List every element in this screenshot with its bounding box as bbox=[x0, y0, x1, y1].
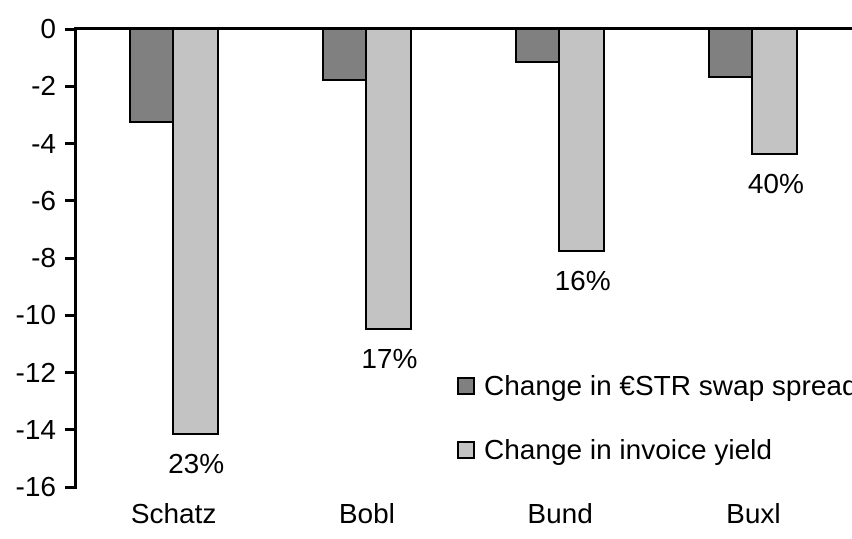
x-axis-label-buxl: Buxl bbox=[726, 498, 781, 529]
bar-bund-series1 bbox=[558, 27, 606, 253]
legend-item-invoice-yield: Change in invoice yield bbox=[457, 436, 852, 464]
x-axis-label-schatz: Schatz bbox=[130, 498, 217, 529]
y-tick-mark bbox=[65, 428, 77, 432]
bar-bobl-series0 bbox=[321, 27, 367, 81]
x-axis-zero-line bbox=[74, 27, 852, 30]
y-tick-label: -8 bbox=[31, 242, 56, 273]
y-tick-mark bbox=[65, 313, 77, 317]
y-tick-label: -16 bbox=[15, 471, 56, 502]
legend-label-invoice-yield: Change in invoice yield bbox=[484, 434, 772, 465]
data-label-buxl: 40% bbox=[747, 167, 804, 199]
y-tick-label: -2 bbox=[31, 70, 56, 102]
y-tick-mark bbox=[65, 84, 77, 88]
bar-schatz-series1 bbox=[171, 27, 219, 436]
bar-buxl-series0 bbox=[708, 27, 754, 78]
legend: Change in €STR swap spread Change in inv… bbox=[457, 372, 852, 500]
data-label-bund: 16% bbox=[554, 265, 611, 297]
data-label-schatz: 23% bbox=[168, 448, 225, 480]
y-tick-label: 0 bbox=[40, 13, 56, 44]
y-tick-label: -12 bbox=[15, 356, 56, 388]
x-axis-label-bobl: Bobl bbox=[338, 498, 395, 529]
bar-bund-series0 bbox=[515, 27, 561, 64]
y-tick-mark bbox=[65, 27, 77, 31]
bar-buxl-series1 bbox=[751, 27, 799, 155]
data-label-bobl: 17% bbox=[361, 342, 418, 374]
y-tick-mark bbox=[65, 142, 77, 145]
y-tick-label: -14 bbox=[15, 413, 56, 445]
y-tick-label: -10 bbox=[15, 299, 56, 331]
legend-marker-swap-spread-icon bbox=[457, 377, 475, 395]
legend-label-swap-spread: Change in €STR swap spread bbox=[484, 370, 852, 401]
y-tick-mark bbox=[65, 485, 77, 489]
bar-bobl-series1 bbox=[364, 27, 412, 330]
bar-schatz-series0 bbox=[128, 27, 174, 124]
legend-item-swap-spread: Change in €STR swap spread bbox=[457, 372, 852, 400]
y-tick-label: -6 bbox=[31, 184, 56, 216]
y-tick-mark bbox=[65, 371, 77, 374]
y-tick-mark bbox=[65, 199, 77, 203]
y-tick-label: -4 bbox=[31, 127, 56, 159]
y-tick-mark bbox=[65, 256, 77, 260]
x-axis-label-bund: Bund bbox=[527, 498, 593, 529]
legend-marker-invoice-yield-icon bbox=[457, 441, 475, 459]
